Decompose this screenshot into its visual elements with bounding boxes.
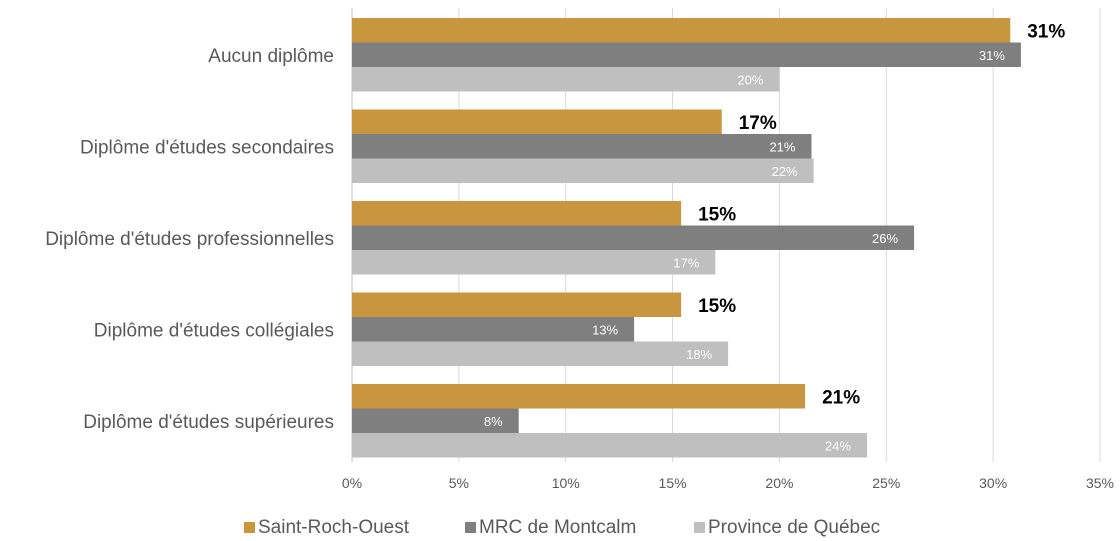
data-label-0-1: 17%	[739, 113, 777, 134]
x-tick-label-3: 15%	[659, 475, 687, 491]
x-tick-label-6: 30%	[979, 475, 1007, 491]
legend-swatch-2	[694, 522, 705, 533]
x-tick-label-0: 0%	[342, 475, 362, 491]
bar-0-3	[352, 292, 682, 317]
x-tick-label-2: 10%	[552, 475, 580, 491]
category-label-1: Diplôme d'études secondaires	[80, 137, 334, 158]
bar-2-0	[352, 67, 780, 92]
category-label-0: Aucun diplôme	[208, 46, 334, 67]
bar-1-3	[352, 317, 635, 342]
legend-label-2: Province de Québec	[708, 517, 880, 538]
data-label-1-1: 21%	[769, 139, 795, 154]
legend-label-1: MRC de Montcalm	[479, 517, 636, 538]
data-label-0-2: 15%	[698, 204, 736, 225]
x-tick-label-7: 35%	[1086, 475, 1114, 491]
legend-swatch-0	[244, 522, 255, 533]
data-label-1-4: 8%	[484, 414, 503, 429]
category-label-2: Diplôme d'études professionnelles	[45, 229, 334, 250]
bar-2-4	[352, 433, 868, 458]
x-tick-label-1: 5%	[449, 475, 469, 491]
data-label-0-3: 15%	[698, 296, 736, 317]
bar-1-4	[352, 408, 519, 433]
category-label-3: Diplôme d'études collégiales	[94, 320, 334, 341]
data-label-1-2: 26%	[872, 231, 898, 246]
category-label-4: Diplôme d'études supérieures	[83, 412, 334, 433]
bar-0-2	[352, 201, 682, 226]
x-tick-label-4: 20%	[765, 475, 793, 491]
legend-label-0: Saint-Roch-Ouest	[258, 517, 410, 538]
data-label-1-0: 31%	[979, 48, 1005, 63]
bar-0-4	[352, 384, 806, 409]
data-label-0-0: 31%	[1027, 21, 1065, 42]
data-label-2-3: 18%	[686, 347, 712, 362]
data-label-2-0: 20%	[737, 72, 763, 87]
bar-2-3	[352, 341, 729, 366]
bar-1-1	[352, 134, 812, 159]
x-tick-label-5: 25%	[872, 475, 900, 491]
bar-1-2	[352, 225, 915, 250]
legend-swatch-1	[465, 522, 476, 533]
data-label-1-3: 13%	[592, 322, 618, 337]
data-label-2-2: 17%	[673, 255, 699, 270]
data-label-0-4: 21%	[822, 387, 860, 408]
data-label-2-4: 24%	[825, 438, 851, 453]
data-label-2-1: 22%	[772, 164, 798, 179]
bar-0-1	[352, 109, 722, 134]
bar-1-0	[352, 42, 1021, 67]
bar-2-1	[352, 158, 814, 183]
bar-0-0	[352, 18, 1011, 43]
bar-2-2	[352, 250, 716, 275]
